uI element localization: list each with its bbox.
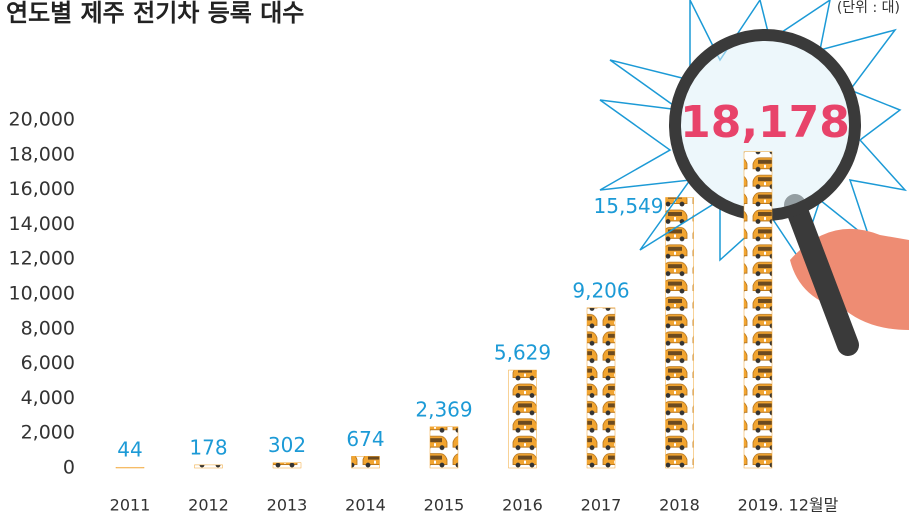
y-tick-label: 6,000 [21,352,75,374]
bar [351,456,380,469]
magnifier [599,0,909,356]
value-label: 178 [189,435,227,459]
x-tick-label: 2013 [267,496,308,515]
bar [429,426,459,469]
bar [194,464,223,469]
x-tick-label: 2019. 12월말 [738,496,839,515]
chart-title: 연도별 제주 전기차 등록 대수 [6,0,304,27]
bar [115,466,145,469]
value-label: 44 [117,438,142,462]
y-tick-label: 20,000 [9,109,75,131]
bar [665,197,694,469]
y-tick-label: 0 [63,457,75,479]
y-tick-label: 16,000 [9,178,75,200]
y-tick-label: 4,000 [21,387,75,409]
y-tick-label: 18,000 [9,143,75,165]
unit-label: (단위 : 대) [837,0,900,16]
y-tick-label: 14,000 [9,213,75,235]
y-tick-label: 10,000 [9,283,75,305]
x-tick-label: 2017 [581,496,622,515]
x-tick-label: 2014 [345,496,386,515]
x-tick-label: 2011 [110,496,151,515]
value-label: 15,549 [594,194,664,218]
bar [272,462,302,469]
x-tick-label: 2018 [659,496,700,515]
y-tick-label: 8,000 [21,317,75,339]
value-label: 5,629 [494,341,551,365]
x-tick-label: 2012 [188,496,229,515]
bar [743,151,773,469]
value-label: 674 [346,427,384,451]
y-tick-label: 12,000 [9,248,75,270]
bar [586,307,616,469]
value-label: 18,178 [680,97,850,148]
bar [508,369,537,469]
value-label: 9,206 [572,278,629,302]
x-tick-label: 2016 [502,496,543,515]
y-tick-label: 2,000 [21,422,75,444]
x-tick-label: 2015 [424,496,465,515]
value-label: 302 [268,433,306,457]
value-label: 2,369 [415,397,472,421]
